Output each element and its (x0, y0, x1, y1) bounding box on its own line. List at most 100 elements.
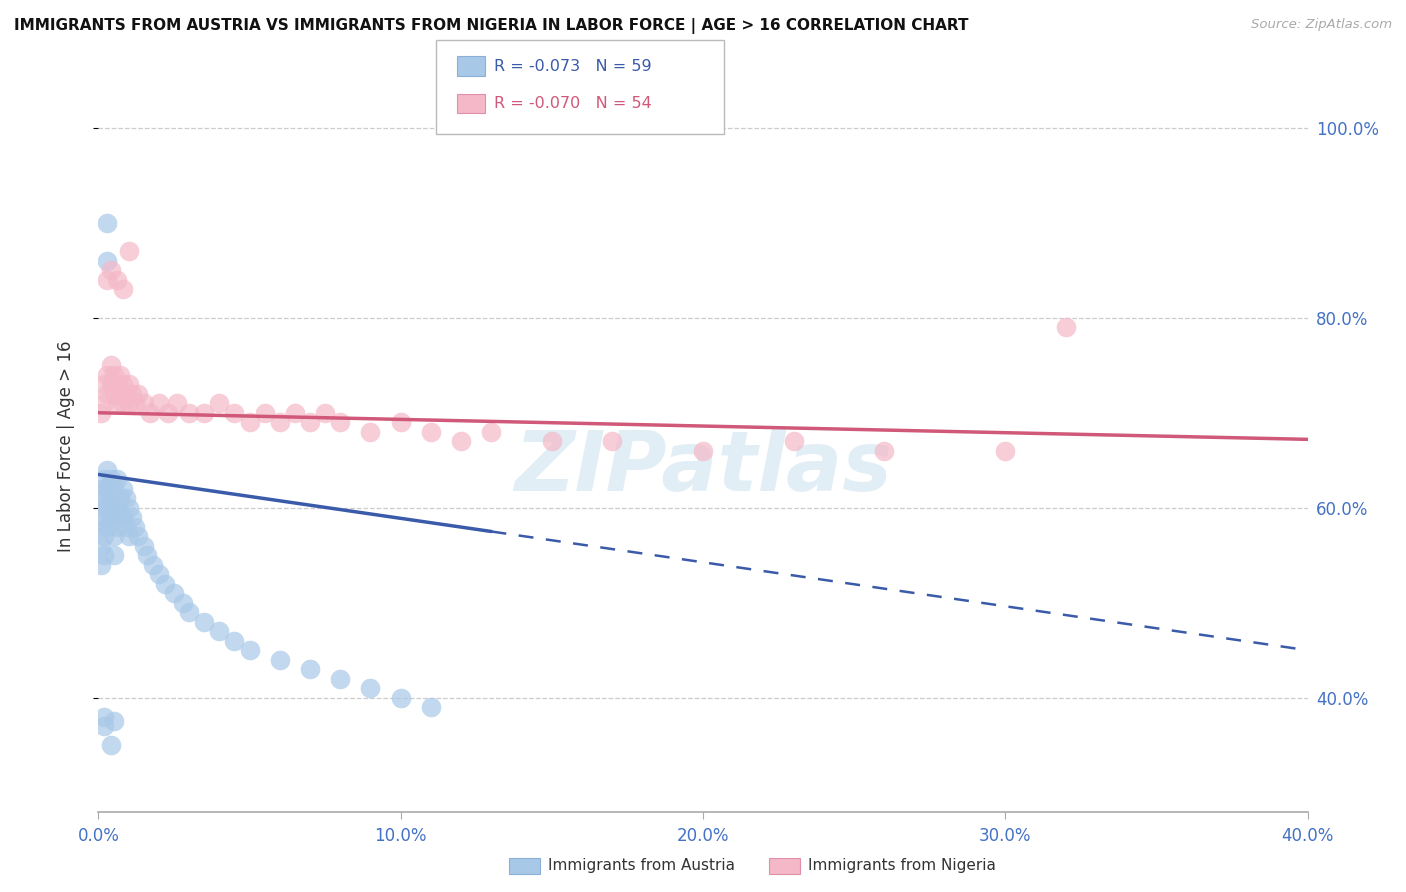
Point (93, 529, 115, 543)
Point (1054, 320, 1077, 334)
Point (148, 396, 170, 410)
Point (329, 415, 352, 429)
Point (114, 520, 136, 534)
Point (783, 434, 806, 449)
Point (100, 738, 122, 752)
Point (114, 386, 136, 401)
Point (239, 415, 262, 429)
Point (93, 548, 115, 562)
Point (132, 396, 155, 410)
Point (111, 282, 134, 296)
Point (111, 377, 134, 392)
Point (224, 406, 246, 420)
Point (103, 386, 125, 401)
Point (90, 482, 112, 496)
Point (148, 567, 170, 582)
Point (156, 406, 179, 420)
Point (93, 472, 115, 486)
Point (90, 539, 112, 553)
Point (692, 443, 714, 458)
Y-axis label: In Labor Force | Age > 16: In Labor Force | Age > 16 (56, 340, 75, 552)
Text: ZIPatlas: ZIPatlas (515, 427, 891, 508)
Point (163, 586, 186, 600)
Point (108, 368, 131, 382)
Point (90, 500, 112, 515)
Text: Immigrants from Nigeria: Immigrants from Nigeria (808, 858, 997, 872)
Point (111, 510, 134, 524)
Point (100, 472, 122, 486)
Point (114, 491, 136, 506)
Point (314, 406, 336, 420)
Point (105, 396, 128, 410)
Point (481, 425, 503, 439)
Point (166, 396, 188, 410)
Point (96, 482, 118, 496)
Point (121, 386, 143, 401)
Point (253, 406, 276, 420)
Point (389, 690, 412, 705)
Point (96, 500, 118, 515)
Point (118, 244, 141, 259)
Text: Immigrants from Austria: Immigrants from Austria (548, 858, 735, 872)
Point (224, 633, 246, 648)
Point (96, 463, 118, 477)
Text: Source: ZipAtlas.com: Source: ZipAtlas.com (1251, 18, 1392, 31)
Point (360, 425, 382, 439)
Point (105, 500, 128, 515)
Point (103, 548, 125, 562)
Point (142, 558, 165, 572)
Point (179, 605, 201, 619)
Point (108, 386, 131, 401)
Point (118, 377, 141, 392)
Point (135, 548, 157, 562)
Point (108, 491, 131, 506)
Point (118, 396, 141, 410)
Text: IMMIGRANTS FROM AUSTRIA VS IMMIGRANTS FROM NIGERIA IN LABOR FORCE | AGE > 16 COR: IMMIGRANTS FROM AUSTRIA VS IMMIGRANTS FR… (14, 18, 969, 34)
Point (100, 263, 122, 277)
Point (873, 443, 896, 458)
Point (153, 576, 176, 591)
Point (111, 482, 134, 496)
Point (103, 368, 125, 382)
Point (329, 672, 352, 686)
Point (93, 377, 115, 392)
Point (299, 415, 322, 429)
Point (124, 520, 146, 534)
Point (994, 443, 1017, 458)
Point (105, 377, 128, 392)
Point (118, 529, 141, 543)
Point (172, 596, 194, 610)
Point (103, 714, 125, 729)
Point (100, 491, 122, 506)
Point (90, 406, 112, 420)
Point (193, 615, 215, 629)
Point (93, 491, 115, 506)
Point (239, 643, 262, 657)
Point (360, 681, 382, 696)
Point (208, 624, 231, 639)
Point (127, 386, 149, 401)
Point (118, 500, 141, 515)
Point (93, 710, 115, 724)
Point (450, 434, 472, 449)
Point (96, 520, 118, 534)
Point (103, 529, 125, 543)
Point (124, 396, 146, 410)
Point (105, 520, 128, 534)
Point (420, 425, 443, 439)
Point (179, 406, 201, 420)
Point (127, 529, 149, 543)
Point (100, 358, 122, 372)
Point (139, 406, 162, 420)
Point (96, 273, 118, 287)
Point (389, 415, 412, 429)
Point (96, 386, 118, 401)
Point (111, 396, 134, 410)
Point (93, 510, 115, 524)
Point (540, 434, 562, 449)
Point (103, 482, 125, 496)
Point (93, 396, 115, 410)
Point (105, 273, 128, 287)
Point (96, 368, 118, 382)
Point (100, 510, 122, 524)
